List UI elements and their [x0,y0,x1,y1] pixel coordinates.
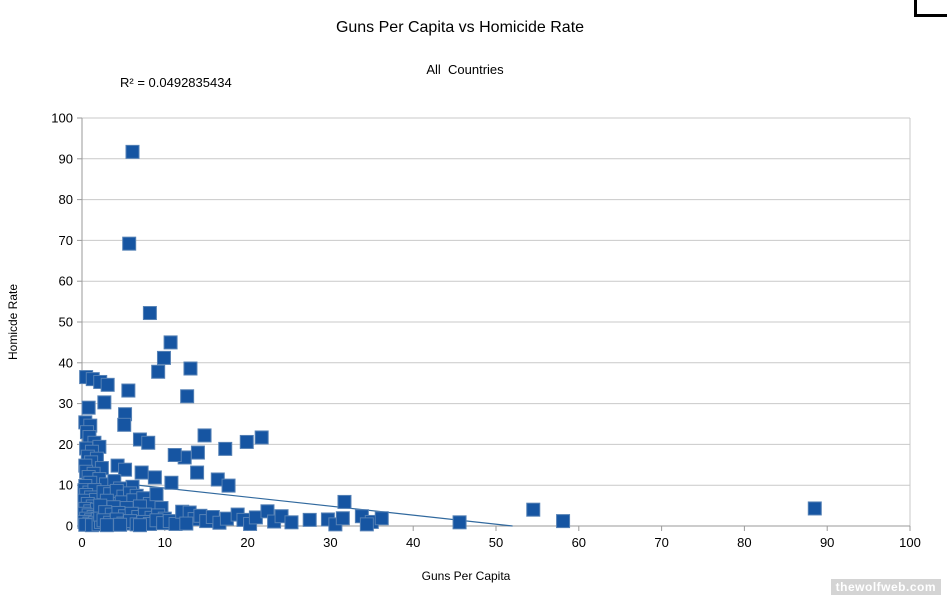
data-point [452,515,467,530]
data-point [807,501,822,516]
data-point [179,516,194,531]
trend-line [81,478,513,527]
y-axis-tick-label: 80 [59,192,73,207]
data-point [526,502,541,517]
data-point [221,478,236,493]
y-axis-tick-label: 50 [59,315,73,330]
y-axis-tick-label: 100 [51,111,73,126]
chart-title: Guns Per Capita vs Homicide Rate [335,19,585,36]
data-point [556,514,571,529]
data-point [254,430,269,445]
x-axis-tick-label: 90 [820,535,834,550]
data-point [125,144,140,159]
x-axis-tick-label: 60 [572,535,586,550]
y-axis-tick-label: 10 [59,478,73,493]
data-point [142,306,157,321]
y-axis-tick-label: 70 [59,233,73,248]
x-axis-tick-label: 40 [406,535,420,550]
window-corner-frame-horizontal [914,14,947,17]
data-point [284,515,299,530]
data-point [197,428,212,443]
data-point [122,236,137,251]
data-point [100,377,115,392]
data-point [239,434,254,449]
data-point [134,465,149,480]
data-point [99,518,114,533]
y-axis-tick-label: 0 [66,519,73,534]
x-axis-tick-label: 70 [654,535,668,550]
data-point [337,494,352,509]
data-point [167,448,182,463]
x-axis-tick-label: 100 [899,535,921,550]
window-corner-frame-vertical [914,0,917,15]
data-point [164,475,179,490]
data-point [302,512,317,527]
x-axis-tick-label: 50 [489,535,503,550]
x-axis-tick-label: 80 [737,535,751,550]
data-point [183,361,198,376]
data-point [190,465,205,480]
data-point [335,511,350,526]
data-point [81,400,96,415]
x-axis-tick-label: 0 [78,535,85,550]
data-point [248,510,263,525]
data-point [359,517,374,532]
data-point [97,395,112,410]
r-squared-label: R² = 0.0492835434 [120,75,232,90]
data-point [190,445,205,460]
y-axis-tick-label: 30 [59,396,73,411]
x-axis-tick-label: 10 [158,535,172,550]
data-point [163,335,178,350]
data-point [218,441,233,456]
y-axis-tick-label: 40 [59,355,73,370]
data-point [156,350,171,365]
data-point [180,389,195,404]
chart-subtitle: All Countries [426,62,504,77]
data-point [121,383,136,398]
data-point [117,417,132,432]
data-point [147,470,162,485]
data-point [132,518,147,533]
data-point [151,364,166,379]
y-axis-tick-label: 60 [59,274,73,289]
data-point [149,487,164,502]
y-axis-tick-label: 20 [59,437,73,452]
data-point [374,511,389,526]
y-axis-title: Homicde Rate [6,283,20,361]
watermark: thewolfweb.com [830,579,941,595]
data-point [118,462,133,477]
x-axis-tick-label: 30 [323,535,337,550]
y-axis-tick-label: 90 [59,151,73,166]
data-point [141,435,156,450]
data-point [113,517,128,532]
x-axis-title: Guns Per Capita [421,569,511,583]
x-axis-tick-label: 20 [240,535,254,550]
